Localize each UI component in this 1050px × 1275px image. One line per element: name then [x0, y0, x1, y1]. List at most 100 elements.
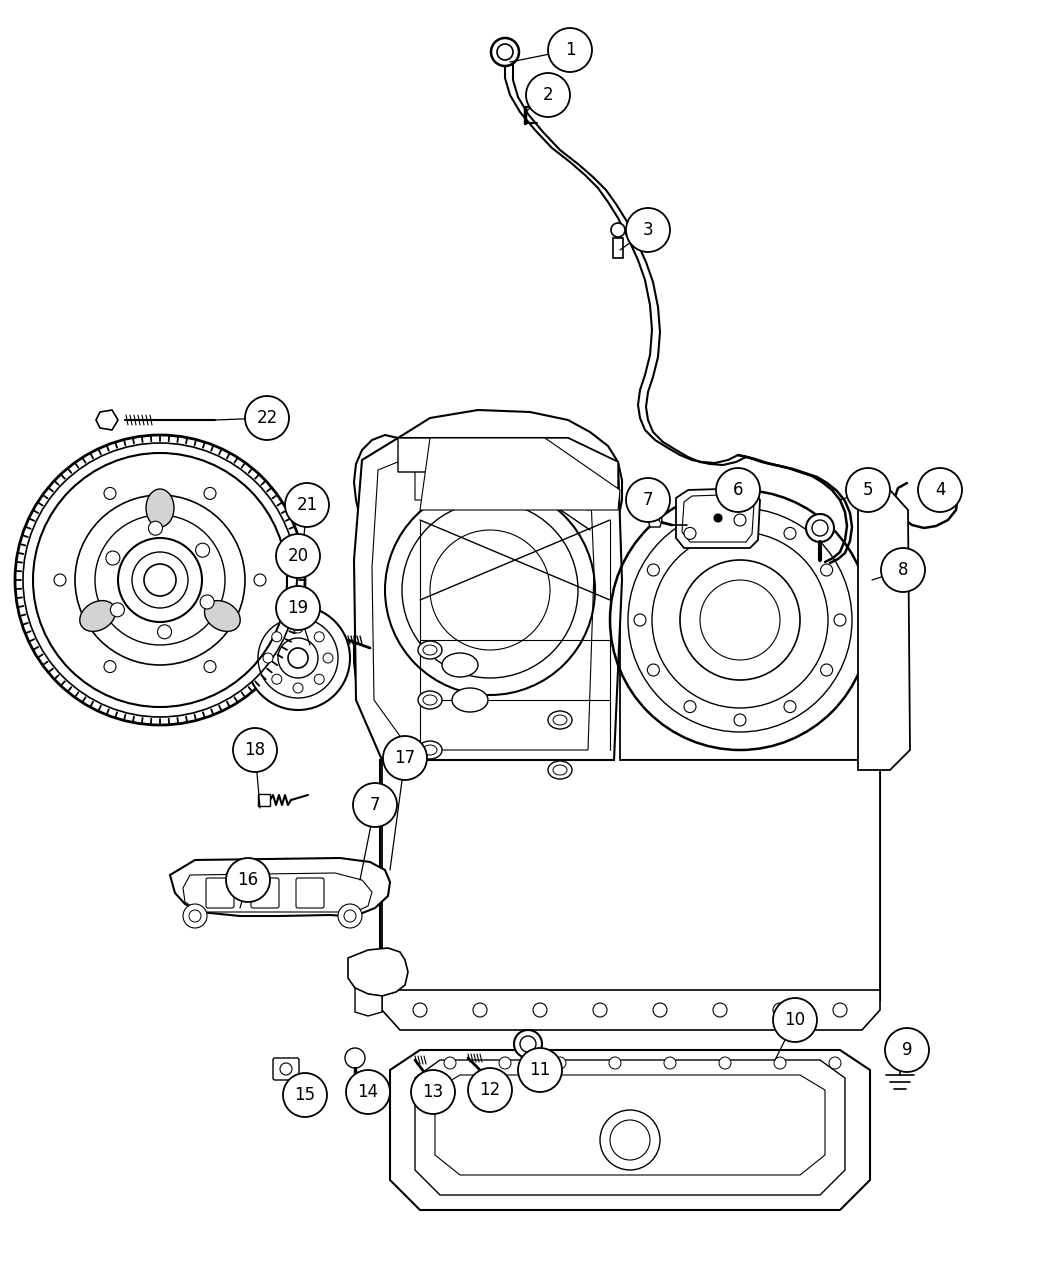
Circle shape	[276, 586, 320, 630]
Polygon shape	[183, 873, 372, 912]
Text: 4: 4	[934, 481, 945, 499]
Circle shape	[518, 1048, 562, 1091]
Circle shape	[468, 1068, 512, 1112]
Polygon shape	[613, 238, 623, 258]
Circle shape	[262, 653, 273, 663]
Circle shape	[201, 595, 214, 609]
Polygon shape	[380, 760, 880, 1000]
Circle shape	[526, 73, 570, 117]
Circle shape	[246, 606, 350, 710]
Circle shape	[648, 564, 659, 576]
Ellipse shape	[418, 641, 442, 659]
Circle shape	[276, 534, 320, 578]
Circle shape	[314, 632, 324, 641]
Polygon shape	[398, 439, 618, 490]
Circle shape	[821, 564, 833, 576]
Text: 17: 17	[395, 748, 416, 768]
Circle shape	[148, 521, 163, 536]
Circle shape	[158, 625, 171, 639]
Circle shape	[499, 1057, 511, 1068]
Text: 21: 21	[296, 496, 317, 514]
Circle shape	[548, 28, 592, 71]
Circle shape	[734, 714, 745, 725]
Text: 5: 5	[863, 481, 874, 499]
Text: 14: 14	[357, 1082, 379, 1102]
Circle shape	[784, 700, 796, 713]
Polygon shape	[348, 949, 408, 996]
Polygon shape	[415, 455, 590, 500]
Text: 3: 3	[643, 221, 653, 238]
Circle shape	[183, 904, 207, 928]
Circle shape	[653, 1003, 667, 1017]
Polygon shape	[415, 1060, 845, 1195]
Circle shape	[254, 574, 266, 586]
Polygon shape	[96, 411, 118, 430]
Circle shape	[345, 1048, 365, 1068]
Ellipse shape	[80, 601, 116, 631]
Ellipse shape	[452, 688, 488, 711]
Circle shape	[834, 615, 846, 626]
Circle shape	[33, 453, 287, 708]
Circle shape	[713, 1003, 727, 1017]
Polygon shape	[258, 794, 270, 806]
Circle shape	[634, 615, 646, 626]
Circle shape	[533, 1003, 547, 1017]
Polygon shape	[170, 858, 390, 915]
Circle shape	[272, 632, 281, 641]
Circle shape	[514, 1030, 542, 1058]
Circle shape	[338, 904, 362, 928]
Text: 9: 9	[902, 1040, 912, 1060]
Text: 7: 7	[370, 796, 380, 813]
Ellipse shape	[418, 691, 442, 709]
Circle shape	[684, 528, 696, 539]
Circle shape	[821, 664, 833, 676]
Circle shape	[554, 1057, 566, 1068]
Circle shape	[226, 858, 270, 901]
Ellipse shape	[548, 761, 572, 779]
Circle shape	[444, 1057, 456, 1068]
Circle shape	[734, 514, 745, 527]
Text: 2: 2	[543, 85, 553, 105]
Circle shape	[118, 538, 202, 622]
Text: 1: 1	[565, 41, 575, 59]
Circle shape	[233, 728, 277, 771]
Circle shape	[648, 664, 659, 676]
Text: 7: 7	[643, 491, 653, 509]
Circle shape	[314, 674, 324, 685]
Polygon shape	[355, 988, 382, 1016]
Circle shape	[719, 1057, 731, 1068]
Circle shape	[195, 543, 210, 557]
Circle shape	[383, 736, 427, 780]
Circle shape	[411, 1070, 455, 1114]
Circle shape	[626, 208, 670, 252]
Polygon shape	[382, 595, 880, 1000]
Circle shape	[784, 528, 796, 539]
Circle shape	[413, 1003, 427, 1017]
Circle shape	[773, 1003, 788, 1017]
Polygon shape	[682, 493, 754, 542]
Polygon shape	[354, 439, 622, 760]
Circle shape	[918, 468, 962, 513]
Text: 6: 6	[733, 481, 743, 499]
Text: 12: 12	[480, 1081, 501, 1099]
Circle shape	[285, 483, 329, 527]
Circle shape	[846, 468, 890, 513]
Polygon shape	[390, 1051, 870, 1210]
Polygon shape	[435, 1075, 825, 1176]
Text: 20: 20	[288, 547, 309, 565]
Circle shape	[23, 442, 297, 717]
Circle shape	[323, 653, 333, 663]
Polygon shape	[372, 455, 594, 750]
Ellipse shape	[205, 601, 240, 631]
Circle shape	[272, 674, 281, 685]
Circle shape	[110, 603, 124, 617]
Text: 16: 16	[237, 871, 258, 889]
Circle shape	[491, 38, 519, 66]
Polygon shape	[676, 488, 760, 548]
Circle shape	[774, 1057, 786, 1068]
Circle shape	[714, 514, 722, 521]
Text: 18: 18	[245, 741, 266, 759]
Circle shape	[664, 1057, 676, 1068]
Text: 15: 15	[294, 1086, 316, 1104]
Circle shape	[104, 487, 116, 500]
